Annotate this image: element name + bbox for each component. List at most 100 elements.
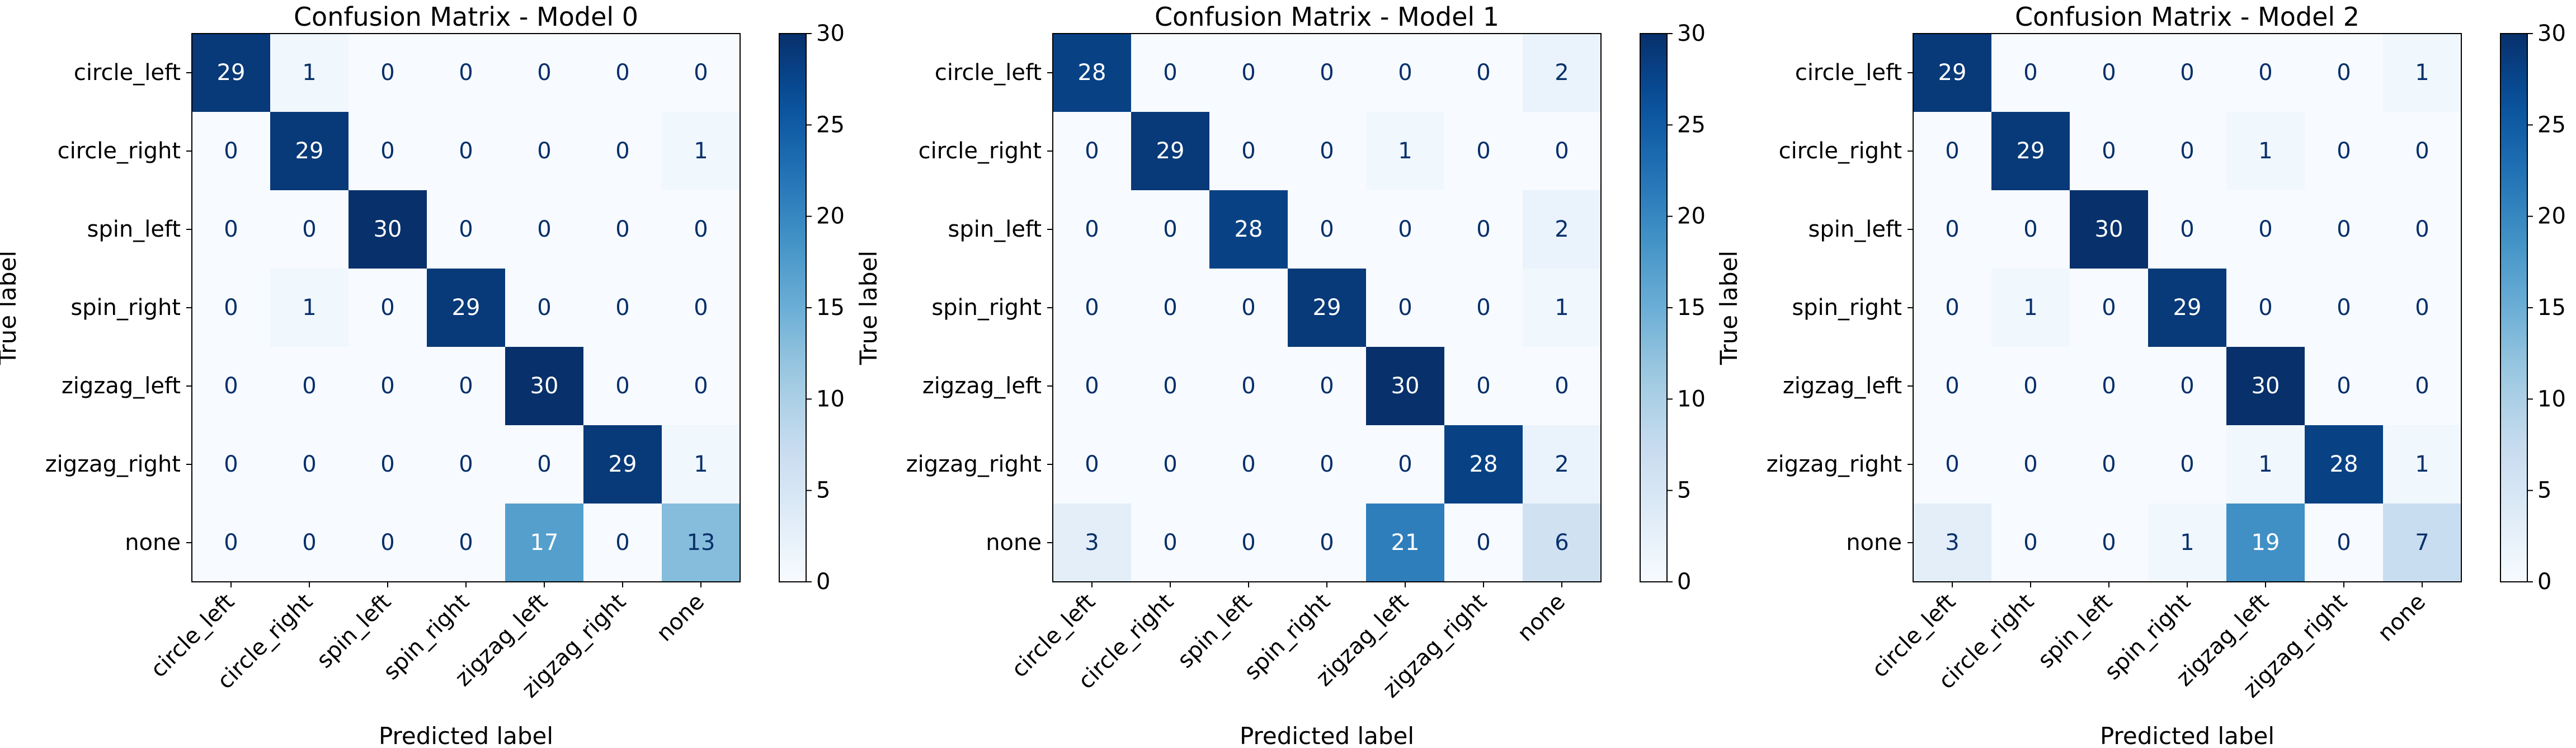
heatmap-cell (662, 34, 740, 112)
cell-value-label: 0 (302, 530, 316, 556)
heatmap-cell (1053, 347, 1131, 425)
heatmap-cell (2226, 269, 2305, 347)
cell-value-label: 0 (459, 60, 473, 86)
y-axis-label: True label (855, 251, 882, 365)
cell-value-label: 2 (1555, 217, 1569, 242)
y-tick-label: zigzag_left (922, 373, 1042, 399)
colorbar-tick-label: 0 (1677, 569, 1691, 595)
heatmap-cell (2226, 34, 2305, 112)
heatmap-cell (2383, 190, 2461, 269)
heatmap-cell (192, 269, 270, 347)
heatmap-cell (427, 347, 505, 425)
x-axis-label: Predicted label (1240, 722, 1414, 748)
heatmap-cell (192, 347, 270, 425)
cell-value-label: 1 (2415, 451, 2429, 477)
heatmap-cell (1366, 504, 1444, 582)
cell-value-label: 0 (224, 530, 238, 556)
heatmap-cell (1209, 347, 1288, 425)
colorbar-tick-label: 25 (2537, 112, 2566, 138)
heatmap-cell (1913, 34, 1991, 112)
y-tick-label: circle_right (1779, 138, 1902, 164)
cell-value-label: 0 (694, 60, 708, 86)
cell-value-label: 0 (2102, 451, 2116, 477)
cell-value-label: 0 (302, 451, 316, 477)
cell-value-label: 0 (1555, 138, 1569, 164)
heatmap-cell (2070, 504, 2148, 582)
cell-value-label: 30 (2095, 217, 2123, 242)
cell-value-label: 0 (459, 451, 473, 477)
heatmap-cell (349, 112, 427, 190)
cell-value-label: 1 (302, 295, 316, 321)
cell-value-label: 29 (452, 295, 481, 321)
cell-value-label: 0 (1085, 217, 1099, 242)
heatmap-cell (1366, 347, 1444, 425)
cell-value-label: 0 (1398, 217, 1412, 242)
cell-value-label: 0 (2415, 295, 2429, 321)
heatmap-cell (2383, 504, 2461, 582)
heatmap-cell (1209, 34, 1288, 112)
cell-value-label: 0 (224, 373, 238, 399)
heatmap-cell (1288, 112, 1366, 190)
y-tick-label: spin_left (948, 217, 1042, 242)
heatmap-cell (1131, 504, 1209, 582)
cell-value-label: 0 (537, 451, 551, 477)
heatmap-cell (1053, 269, 1131, 347)
confusion-matrix-panel-2: Confusion Matrix - Model 229 0 0 0 0 0 10 29 0 0 1… (1715, 2, 2566, 748)
heatmap-cell (662, 112, 740, 190)
cell-value-label: 0 (1320, 373, 1334, 399)
cell-value-label: 1 (302, 60, 316, 86)
heatmap-cell (1913, 112, 1991, 190)
cell-value-label: 29 (609, 451, 637, 477)
cell-value-label: 0 (380, 530, 394, 556)
cell-value-label: 0 (2415, 138, 2429, 164)
heatmap-cell (1913, 425, 1991, 504)
heatmap-cell (270, 347, 349, 425)
colorbar (1640, 33, 1668, 582)
heatmap-cell (2305, 34, 2383, 112)
cell-value-label: 0 (1398, 451, 1412, 477)
heatmap-cell (1131, 269, 1209, 347)
colorbar (2500, 33, 2528, 582)
cell-value-label: 0 (2023, 60, 2037, 86)
cell-value-label: 0 (694, 295, 708, 321)
colorbar (779, 33, 807, 582)
cell-value-label: 30 (374, 217, 402, 242)
x-tick-label: spin_left (312, 589, 396, 674)
cell-value-label: 0 (1085, 373, 1099, 399)
cell-value-label: 29 (295, 138, 324, 164)
heatmap-cell (662, 190, 740, 269)
colorbar-tick-label: 15 (2537, 295, 2566, 321)
heatmap-cell (505, 112, 583, 190)
cell-value-label: 0 (459, 530, 473, 556)
x-tick-label: none (1513, 589, 1570, 647)
heatmap-cell (427, 425, 505, 504)
cell-value-label: 0 (1476, 217, 1490, 242)
heatmap-cell (1523, 34, 1601, 112)
heatmap-cell (427, 190, 505, 269)
heatmap-cell (1913, 190, 1991, 269)
y-tick-label: circle_right (919, 138, 1042, 164)
heatmap-cell (2148, 347, 2226, 425)
heatmap-cell (1209, 425, 1288, 504)
heatmap-cell (1053, 34, 1131, 112)
cell-value-label: 0 (1945, 373, 1959, 399)
heatmap-cell (505, 425, 583, 504)
heatmap-cell (1523, 504, 1601, 582)
cell-value-label: 30 (530, 373, 559, 399)
cell-value-label: 0 (1241, 138, 1255, 164)
colorbar-tick-label: 30 (1677, 21, 1706, 46)
heatmap-cell (505, 190, 583, 269)
cell-value-label: 0 (459, 217, 473, 242)
heatmap-cell (583, 347, 662, 425)
cell-value-label: 0 (459, 373, 473, 399)
cell-value-label: 28 (2330, 451, 2358, 477)
heatmap-cell (2070, 269, 2148, 347)
heatmap-cell (2383, 112, 2461, 190)
heatmap-cell (2148, 112, 2226, 190)
heatmap-cell (1053, 425, 1131, 504)
cell-value-label: 0 (694, 217, 708, 242)
heatmap-cell (192, 190, 270, 269)
cell-value-label: 0 (2023, 217, 2037, 242)
cell-value-label: 0 (1320, 451, 1334, 477)
cell-value-label: 6 (1555, 530, 1569, 556)
